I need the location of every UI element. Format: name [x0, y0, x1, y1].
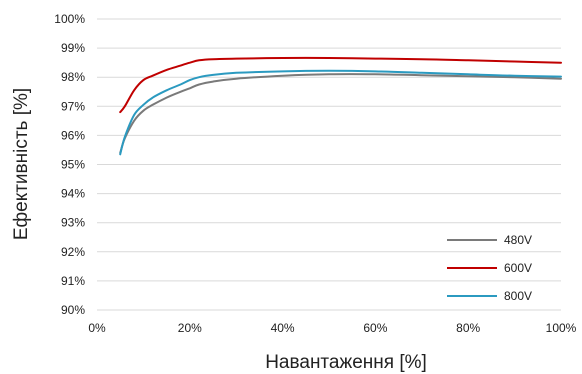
series-line-800v [119, 69, 562, 156]
legend-label: 480V [504, 233, 532, 247]
legend-label: 600V [504, 261, 532, 275]
x-tick-label: 100% [546, 321, 577, 335]
y-tick-label: 91% [61, 274, 85, 288]
legend-label: 800V [504, 289, 532, 303]
x-tick-labels: 0% 20% 40% 60% 80% 100% [88, 321, 576, 335]
legend: 480V 600V 800V [447, 233, 532, 303]
series-line-600v [119, 56, 562, 114]
y-tick-label: 92% [61, 245, 85, 259]
y-tick-label: 100% [54, 12, 85, 26]
y-tick-label: 99% [61, 41, 85, 55]
x-tick-label: 80% [456, 321, 480, 335]
y-tick-label: 97% [61, 99, 85, 113]
y-tick-label: 98% [61, 70, 85, 84]
x-tick-label: 60% [363, 321, 387, 335]
y-tick-label: 94% [61, 187, 85, 201]
x-tick-label: 40% [271, 321, 295, 335]
y-tick-labels: 90% 91% 92% 93% 94% 95% 96% 97% 98% 99% 100% [54, 12, 85, 317]
y-axis-title: Ефективність [%] [11, 88, 32, 240]
x-tick-label: 20% [178, 321, 202, 335]
y-tick-label: 96% [61, 128, 85, 142]
grid-layer [97, 18, 561, 311]
series-line-480v [119, 73, 562, 154]
x-tick-label: 0% [88, 321, 106, 335]
x-axis-title: Навантаження [%] [265, 352, 427, 373]
y-tick-label: 93% [61, 216, 85, 230]
y-tick-label: 90% [61, 303, 85, 317]
series-layer [119, 56, 562, 156]
y-tick-label: 95% [61, 158, 85, 172]
